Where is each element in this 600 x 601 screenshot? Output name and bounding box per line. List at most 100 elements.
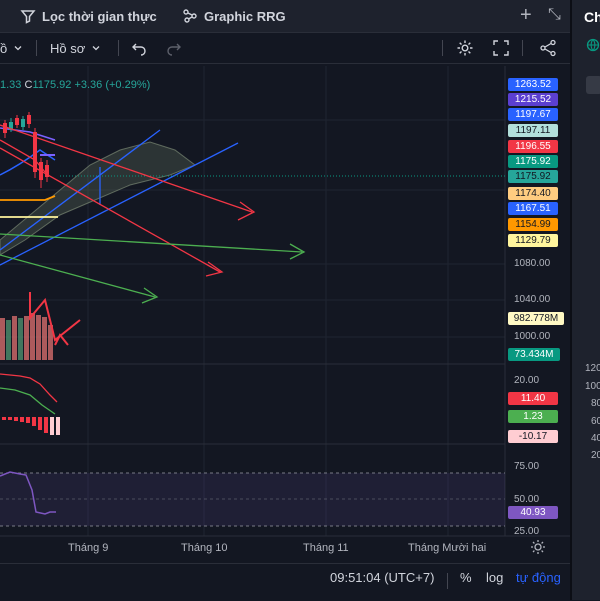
rsi-line xyxy=(0,471,56,515)
volume-bar xyxy=(18,318,23,360)
drawing-arrow xyxy=(0,147,221,273)
toolbar-divider xyxy=(442,40,443,56)
toolbar-divider xyxy=(118,40,119,56)
volume-bar xyxy=(42,317,47,360)
indicator-line xyxy=(0,387,56,415)
tab-rrg-label: Graphic RRG xyxy=(204,8,286,24)
panel-axis-tick: 40 xyxy=(591,433,600,444)
redo-icon[interactable] xyxy=(166,40,182,56)
share-icon[interactable] xyxy=(539,39,557,57)
trend-channel-line xyxy=(0,142,239,266)
time-axis-label: Tháng 10 xyxy=(181,542,228,554)
toolbar-left-label: ồ xyxy=(0,40,8,56)
toolbar-divider xyxy=(36,40,37,56)
drawing-arrow xyxy=(0,124,253,213)
panel-axis-tick: 100 xyxy=(585,381,600,392)
histogram-bar xyxy=(44,417,48,433)
moving-average-line xyxy=(0,149,56,176)
price-label: 1174.40 xyxy=(508,187,558,200)
add-tab-button[interactable]: + xyxy=(520,4,532,26)
chart-canvas[interactable] xyxy=(0,64,570,560)
price-label: 1175.92 xyxy=(508,170,558,183)
indicator-label: 11.40 xyxy=(508,392,558,405)
expand-button[interactable]: ⤡ xyxy=(548,6,561,23)
histogram-bar xyxy=(56,417,60,435)
chevron-down-icon xyxy=(14,46,22,51)
toolbar-dropdown-left[interactable]: ồ xyxy=(0,33,23,63)
drawing-arrow xyxy=(0,233,303,253)
price-label: 1196.55 xyxy=(508,140,558,153)
volume-label: 982.778M xyxy=(508,312,564,325)
status-bar: 09:51:04 (UTC+7) % log tự động xyxy=(0,563,570,601)
gear-icon[interactable] xyxy=(456,39,474,57)
panel-axis-tick: 120 xyxy=(585,363,600,374)
arrow-head xyxy=(237,201,256,221)
time-axis-label: Tháng 9 xyxy=(68,542,109,554)
time-axis-gear-icon[interactable] xyxy=(531,540,545,554)
log-toggle[interactable]: log xyxy=(486,570,504,585)
price-label: 1175.92 xyxy=(508,155,558,168)
time-axis-label: Tháng Mười hai xyxy=(408,542,487,554)
chevron-down-icon xyxy=(92,46,100,51)
tab-screener[interactable]: Lọc thời gian thực xyxy=(20,0,157,32)
panel-title: Ch xyxy=(584,9,600,25)
arrow-head xyxy=(205,261,224,277)
support-level-line xyxy=(0,195,56,201)
histogram-bar xyxy=(2,417,6,420)
volume-bar xyxy=(30,313,35,360)
histogram-bars xyxy=(2,417,60,435)
panel-axis-tick: 60 xyxy=(591,416,600,427)
auto-toggle[interactable]: tự động xyxy=(516,570,561,585)
profile-label: Hồ sơ xyxy=(50,40,86,56)
globe-icon xyxy=(586,38,600,52)
percent-toggle[interactable]: % xyxy=(460,570,472,585)
chart-toolbar: ồ Hồ sơ xyxy=(0,33,570,64)
time-axis[interactable]: Tháng 9 Tháng 10 Tháng 11 Tháng Mười hai xyxy=(0,538,570,560)
volume-drawing xyxy=(54,333,69,346)
ohlc-legend: 1.33 C1175.92 +3.36 (+0.29%) xyxy=(0,79,150,91)
rsi-axis-tick: 25.00 xyxy=(514,526,540,537)
tab-rrg[interactable]: Graphic RRG xyxy=(182,0,286,32)
histogram-bar xyxy=(8,417,12,420)
clock[interactable]: 09:51:04 (UTC+7) xyxy=(330,570,435,585)
volume-bar xyxy=(36,315,41,360)
candle xyxy=(21,119,25,127)
volume-bar xyxy=(12,316,17,360)
price-label: 1215.52 xyxy=(508,93,558,106)
histogram-bar xyxy=(32,417,36,426)
arrow-head xyxy=(141,287,159,304)
indicator-line xyxy=(0,373,58,403)
price-axis-tick: 1040.00 xyxy=(514,294,551,305)
profile-dropdown[interactable]: Hồ sơ xyxy=(50,33,101,63)
volume-label: 73.434M xyxy=(508,348,560,361)
time-axis-label: Tháng 11 xyxy=(303,542,349,554)
histogram-bar xyxy=(20,417,24,422)
undo-icon[interactable] xyxy=(131,40,147,56)
tab-screener-label: Lọc thời gian thực xyxy=(42,8,157,24)
arrow-head xyxy=(289,243,306,260)
volume-bar xyxy=(6,320,11,360)
panel-axis-tick: 20 xyxy=(591,450,600,461)
ohlc-close-label: C xyxy=(24,79,33,91)
right-side-panel: Ch 120 100 80 60 40 20 xyxy=(570,0,600,600)
price-axis-tick: 1080.00 xyxy=(514,258,551,269)
histogram-bar xyxy=(38,417,42,430)
panel-button[interactable] xyxy=(586,76,600,94)
moving-average-line xyxy=(0,139,46,173)
volume-drawing xyxy=(29,292,81,342)
price-label: 1167.51 xyxy=(508,202,558,215)
fullscreen-icon[interactable] xyxy=(492,39,510,57)
candle xyxy=(3,123,7,133)
price-label: 1129.79 xyxy=(508,234,558,247)
ohlc-close-value: 1175.92 xyxy=(32,79,72,91)
price-label: 1154.99 xyxy=(508,218,558,231)
volume-bar xyxy=(0,318,5,360)
indicator-label: -10.17 xyxy=(508,430,558,443)
price-label: 1197.11 xyxy=(508,124,558,137)
candle xyxy=(33,132,37,172)
rsi-value-label: 40.93 xyxy=(508,506,558,519)
histogram-bar xyxy=(26,417,30,423)
volume-bar xyxy=(24,316,29,360)
volume-bars xyxy=(0,313,53,360)
rsi-axis-tick: 50.00 xyxy=(514,494,540,505)
